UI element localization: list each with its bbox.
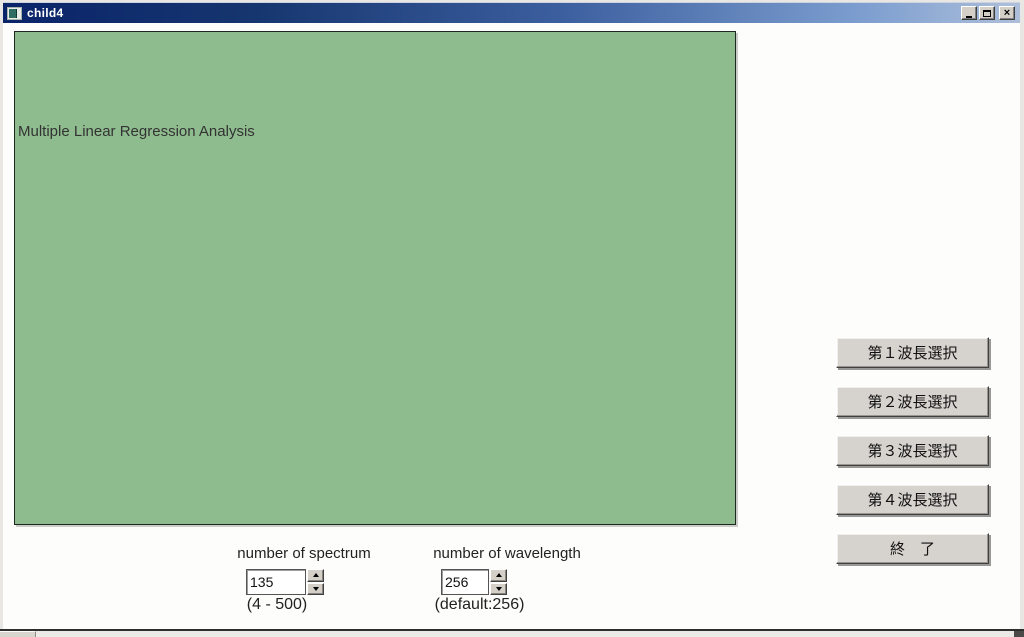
- spectrum-spin-up-button[interactable]: [307, 569, 324, 582]
- wavelength-2-select-button[interactable]: 第２波長選択: [836, 386, 989, 417]
- down-arrow-icon: [495, 586, 502, 591]
- spectrum-range-hint: (4 - 500): [246, 596, 308, 613]
- wavelength-spin-up-button[interactable]: [490, 569, 507, 582]
- minimize-icon: [966, 15, 972, 18]
- spectrum-count-spinner: [246, 569, 324, 595]
- maximize-icon: [983, 9, 991, 17]
- spectrum-spin-down-button[interactable]: [307, 582, 324, 595]
- panel-title: Multiple Linear Regression Analysis: [18, 123, 255, 140]
- wavelength-count-label: number of wavelength: [433, 545, 581, 562]
- window-title: child4: [27, 6, 64, 20]
- titlebar[interactable]: child4 ×: [3, 2, 1020, 23]
- up-arrow-icon: [495, 573, 502, 578]
- background-window-strip: [0, 631, 1024, 637]
- client-area: Multiple Linear Regression Analysis 第１波長…: [3, 23, 1020, 629]
- close-icon: ×: [1003, 7, 1011, 19]
- wavelength-spin-down-button[interactable]: [490, 582, 507, 595]
- window-controls: ×: [959, 6, 1015, 20]
- analysis-panel: Multiple Linear Regression Analysis: [14, 31, 736, 525]
- window-icon: [7, 6, 22, 20]
- spectrum-count-input[interactable]: [246, 569, 306, 595]
- wavelength-3-select-button[interactable]: 第３波長選択: [836, 435, 989, 466]
- wavelength-1-select-button[interactable]: 第１波長選択: [836, 337, 989, 368]
- wavelength-4-select-button[interactable]: 第４波長選択: [836, 484, 989, 515]
- background-window-corner-right: [1014, 631, 1024, 637]
- down-arrow-icon: [312, 586, 319, 591]
- close-button[interactable]: ×: [999, 6, 1015, 20]
- background-window-edge: [0, 629, 1024, 631]
- wavelength-default-hint: (default:256): [434, 596, 525, 613]
- wavelength-count-spinner: [441, 569, 507, 595]
- wavelength-spin-buttons: [490, 569, 507, 595]
- exit-button[interactable]: 終 了: [836, 533, 989, 564]
- spectrum-spin-buttons: [307, 569, 324, 595]
- spectrum-count-label: number of spectrum: [237, 545, 371, 562]
- minimize-button[interactable]: [961, 6, 977, 20]
- background-window-corner-left: [0, 631, 36, 637]
- up-arrow-icon: [312, 573, 319, 578]
- wavelength-count-input[interactable]: [441, 569, 489, 595]
- maximize-button[interactable]: [979, 6, 995, 20]
